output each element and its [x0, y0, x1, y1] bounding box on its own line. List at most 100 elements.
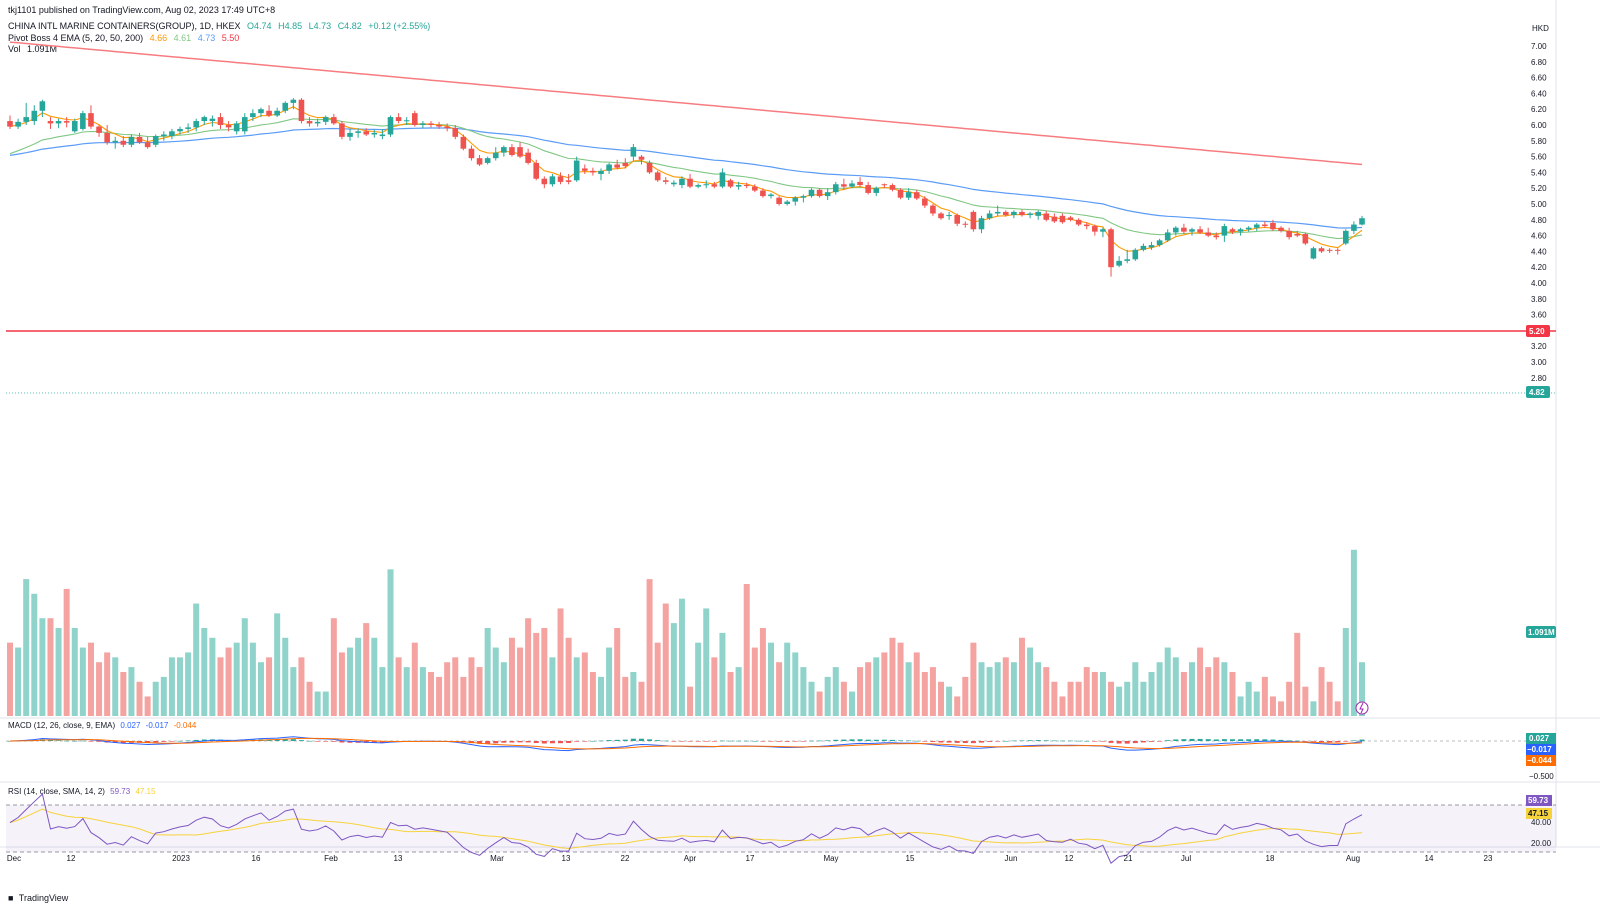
candle-body [1221, 226, 1228, 236]
macd-histogram-bar [1238, 739, 1244, 741]
volume-bar [1197, 647, 1204, 716]
volume-bar [379, 667, 386, 716]
volume-bar [508, 637, 515, 716]
price-axis-label: 6.40 [1531, 89, 1547, 98]
macd-histogram-bar [825, 740, 831, 741]
alert-flash-icon[interactable] [1355, 701, 1369, 715]
candle-body [250, 113, 256, 118]
volume-bar [1108, 681, 1115, 716]
macd-histogram-bar [962, 741, 968, 744]
candle-body [331, 117, 337, 124]
volume-bar [865, 662, 872, 716]
price-axis-label: 3.00 [1531, 358, 1547, 367]
macd-histogram-bar [655, 740, 661, 741]
price-axis-label: 3.80 [1531, 295, 1547, 304]
volume-bar [395, 657, 402, 716]
candle-body [55, 121, 62, 124]
volume-bar [1294, 632, 1301, 716]
volume-bar [87, 642, 94, 716]
price-axis-label: 5.60 [1531, 153, 1547, 162]
candle-body [816, 189, 823, 197]
candle-body [1100, 229, 1106, 232]
volume-bar [347, 647, 354, 716]
candle-body [1043, 213, 1050, 220]
volume-bar [152, 681, 159, 716]
candle-body [1302, 234, 1309, 244]
candle-body [1083, 224, 1090, 227]
candle-body [501, 147, 507, 153]
volume-bar [1213, 657, 1220, 716]
volume-bar [759, 628, 766, 716]
volume-bar [881, 652, 888, 716]
macd-histogram-bar [201, 739, 207, 741]
candle-body [39, 101, 46, 111]
candle-body [63, 121, 70, 123]
macd-histogram-bar [1132, 741, 1138, 744]
volume-bar [1205, 667, 1212, 716]
candle-body [7, 121, 13, 127]
candle-body [1205, 232, 1211, 236]
candle-body [849, 183, 855, 187]
volume-bar [468, 657, 475, 716]
candle-body [1002, 211, 1009, 216]
volume-bar [128, 667, 135, 716]
macd-histogram-bar [970, 741, 976, 744]
symbol-name: CHINA INTL MARINE CONTAINERS(GROUP), 1D,… [8, 21, 241, 31]
tradingview-logo[interactable]: ■ TradingView [8, 893, 68, 903]
volume-bar [873, 657, 880, 716]
volume-bar [905, 662, 912, 716]
volume-bar [776, 662, 783, 716]
volume-bar [614, 628, 621, 716]
volume-bar [427, 672, 434, 716]
macd-histogram-bar [679, 741, 685, 742]
candle-body [379, 134, 386, 137]
volume-tag: 1.091M [1528, 628, 1555, 637]
macd-legend-title: MACD (12, 26, close, 9, EMA) [8, 721, 116, 730]
candle-body [241, 117, 248, 132]
macd-histogram-bar [1003, 740, 1009, 742]
volume-bar [363, 623, 370, 716]
candle-body [1172, 227, 1179, 233]
candle-body [152, 136, 159, 145]
price-axis-label: 6.60 [1531, 74, 1547, 83]
candle-body [371, 132, 378, 135]
macd-histogram-bar [987, 741, 993, 742]
candle-body [1051, 216, 1058, 222]
macd-histogram-bar [574, 741, 580, 742]
macd-histogram-bar [88, 741, 94, 742]
volume-bar [662, 603, 669, 716]
macd-histogram-bar [1351, 740, 1357, 742]
time-axis-label: 12 [1065, 854, 1074, 863]
volume-bar [274, 613, 281, 716]
candle-body [217, 117, 224, 125]
candle-body [938, 213, 944, 219]
rsi-axis-40: 40.00 [1531, 818, 1552, 827]
macd-histogram-bar [728, 740, 734, 742]
volume-bar [436, 676, 443, 716]
macd-histogram-bar [371, 741, 377, 743]
volume-bar [1043, 667, 1050, 716]
tradingview-logo-text: TradingView [18, 893, 69, 903]
volume-bar [1310, 701, 1317, 716]
volume-bar [1027, 647, 1034, 716]
candle-body [1011, 211, 1017, 216]
time-axis-label: 12 [67, 854, 76, 863]
macd-histogram-bar [841, 739, 847, 741]
candle-body [225, 125, 232, 128]
volume-bar [168, 657, 175, 716]
volume-bar [233, 642, 240, 716]
price-axis: 7.00 6.80 6.60 6.40 6.20 6.00 5.80 5.60 5.40 5.20… [1531, 42, 1547, 383]
macd-histogram-bar [922, 741, 928, 742]
ema50-line [9, 127, 1363, 229]
volume-bar [338, 652, 345, 716]
macd-histogram-bar [315, 741, 321, 742]
candle-body [1092, 226, 1098, 232]
volume-bar [557, 608, 564, 716]
volume-bar [452, 657, 459, 716]
ema20-value: 4.61 [173, 33, 192, 43]
macd-histogram-bar [1229, 739, 1235, 741]
candle-body [1027, 213, 1033, 216]
candle-body [1075, 219, 1082, 225]
candle-body [1181, 227, 1187, 232]
